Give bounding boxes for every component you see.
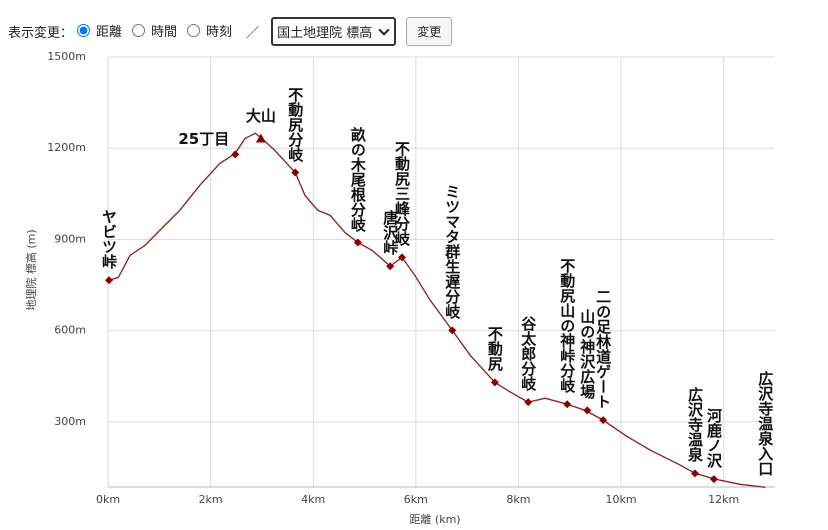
x-tick-label: 0km [96,493,120,506]
waypoint-marker [599,416,608,425]
waypoint-label: 不動尻三峰分岐 [392,141,411,247]
waypoint-marker [448,326,457,335]
radio-group: 距離 時間 時刻 [77,21,242,41]
x-tick-label: 8km [506,493,530,506]
x-tick-label: 2km [199,493,223,506]
x-tick-label: 12km [708,493,739,506]
waypoint-marker [563,400,572,409]
y-tick-label: 300m [54,415,86,428]
radio-option[interactable]: 距離 [77,21,122,40]
waypoint-marker [353,238,362,247]
y-tick-label: 600m [54,324,86,337]
waypoint-label: 大山 [245,106,276,125]
waypoint-label: ヤビツ峠 [100,209,119,270]
elevation-line [108,132,766,488]
radio-option[interactable]: 時間 [132,21,177,40]
source-select[interactable]: 国土地理院 標高 [271,16,397,46]
x-tick-label: 10km [606,493,637,506]
waypoint-label: 25丁目 [178,130,230,149]
waypoint-marker [709,475,718,484]
waypoint-marker [490,378,499,387]
radio[interactable] [77,24,91,37]
waypoint-label: 不動尻 [485,326,504,372]
waypoint-label: ミツマタ群生遅分岐 [443,184,462,320]
waypoint-marker [291,168,300,177]
waypoint-marker [690,469,699,478]
waypoint-label: 二の足林道ゲート [594,289,613,410]
y-tick-label: 1500m [47,50,86,63]
waypoint-label: 広沢寺温泉 [685,387,704,463]
x-axis-title: 距離 (km) [409,512,460,526]
radio-text: 時刻 [206,25,233,40]
waypoint-label: 河鹿ノ沢 [704,408,723,469]
waypoint-marker [386,262,395,271]
waypoint-label: 不動尻分岐 [286,86,305,162]
waypoint-label: 畝の木尾根分岐 [348,126,367,232]
waypoint-label: 不動尻山の神峠分岐 [558,258,577,394]
x-tick-label: 6km [404,493,428,506]
radio[interactable] [132,24,146,37]
change-button[interactable]: 変更 [406,16,453,46]
radio-text: 時間 [151,25,178,40]
radio[interactable] [187,24,201,37]
summit-marker [255,133,266,143]
waypoint-marker [231,150,240,159]
waypoint-marker [105,276,114,285]
y-tick-label: 900m [54,232,86,245]
waypoint-marker [397,253,406,262]
x-tick-label: 4km [301,493,325,506]
radio-text: 距離 [96,25,123,40]
waypoint-label: 広沢寺温泉入口 [756,371,775,477]
waypoint-label: 谷太郎分岐 [519,316,538,392]
display-controls: 表示変更： 距離 時間 時刻 ／ 国土地理院 標高 変更 [8,16,453,46]
y-tick-label: 1200m [47,141,86,154]
waypoint-marker [524,398,533,407]
waypoint-marker [583,406,592,415]
waypoint-label: 山の神沢広場 [578,309,597,400]
y-axis-title: 地理院 標高 (m) [24,229,38,310]
controls-label: 表示変更： [8,25,74,41]
radio-option[interactable]: 時刻 [187,21,232,40]
waypoint-label: 唐沢峠 [381,210,400,256]
separator: ／ [246,25,260,41]
